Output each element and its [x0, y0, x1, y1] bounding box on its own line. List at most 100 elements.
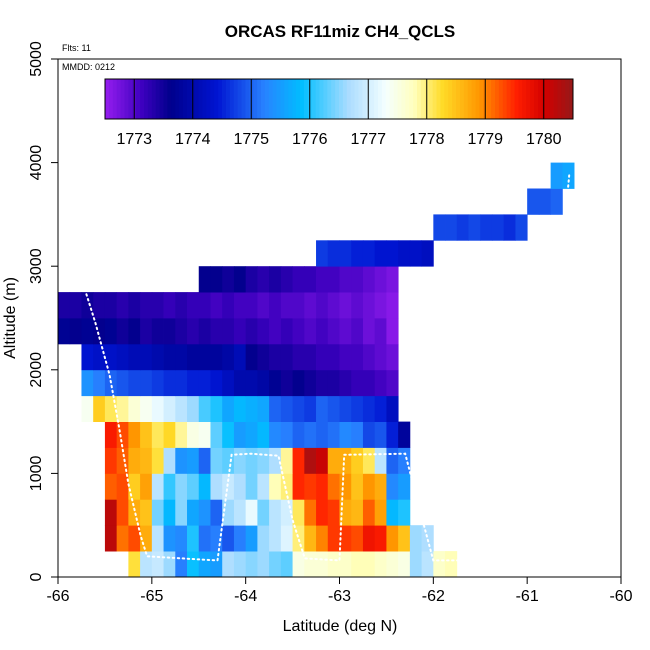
colorbar-segment: [140, 79, 145, 119]
colorbar-segment: [229, 79, 235, 119]
heatmap-cell: [163, 292, 176, 319]
colorbar-segment: [467, 79, 473, 119]
heatmap-cell: [292, 266, 305, 293]
heatmap-cell: [257, 292, 270, 319]
colorbar-tick-label: 1778: [409, 131, 445, 148]
colorbar-segment: [522, 79, 527, 119]
colorbar-segment: [495, 79, 500, 119]
heatmap-cell: [187, 421, 200, 448]
heatmap-cell: [175, 525, 188, 552]
heatmap-cell: [409, 240, 423, 267]
heatmap-cell: [58, 292, 71, 319]
colorbar-segment: [268, 79, 274, 119]
heatmap-cell: [245, 551, 258, 578]
date-label: MMDD: 0212: [62, 62, 115, 72]
colorbar-segment: [401, 79, 406, 119]
heatmap-cell: [280, 369, 293, 397]
heatmap-cell: [327, 240, 340, 267]
heatmap-cell: [362, 266, 376, 293]
heatmap-cell: [304, 499, 317, 526]
heatmap-cell: [421, 551, 434, 578]
heatmap-cell: [304, 447, 317, 474]
y-tick-label: 1000: [28, 456, 45, 492]
colorbar-segment: [128, 79, 133, 119]
heatmap-cell: [187, 551, 200, 578]
colorbar-segment: [183, 79, 188, 119]
x-tick-label: -64: [234, 588, 257, 605]
x-tick-label: -62: [422, 588, 445, 605]
heatmap-cell: [81, 343, 94, 371]
heatmap-cell: [198, 266, 211, 293]
colorbar-segment: [105, 79, 110, 119]
heatmap-cell: [374, 421, 387, 448]
heatmap-cell: [245, 395, 258, 422]
heatmap-cell: [316, 343, 329, 371]
colorbar-segment: [530, 79, 535, 119]
heatmap-cell: [316, 499, 329, 526]
heatmap-cell: [327, 292, 340, 319]
heatmap-cell: [104, 525, 118, 552]
heatmap-cell: [398, 499, 411, 526]
heatmap-cell: [386, 447, 399, 474]
heatmap-cell: [222, 318, 235, 345]
heatmap-cell: [386, 318, 399, 345]
y-axis-label: Altitude (m): [2, 277, 19, 359]
heatmap-cell: [339, 421, 352, 448]
colorbar-segment: [284, 79, 289, 119]
heatmap-cell: [316, 240, 329, 267]
heatmap-cell: [316, 473, 329, 500]
colorbar-tick-label: 1780: [526, 131, 562, 148]
colorbar-segment: [261, 79, 266, 119]
colorbar-segment: [280, 79, 285, 119]
chart-title: ORCAS RF11miz CH4_QCLS: [225, 22, 456, 41]
colorbar-segment: [225, 79, 231, 119]
heatmap-cell: [140, 421, 153, 448]
heatmap-cell: [222, 421, 235, 448]
heatmap-cell: [245, 447, 258, 474]
colorbar-segment: [389, 79, 395, 119]
heatmap-cell: [538, 188, 552, 215]
heatmap-cell: [81, 395, 94, 422]
heatmap-cell: [304, 421, 317, 448]
heatmap-cell: [233, 395, 247, 422]
heatmap-cell: [292, 525, 305, 552]
heatmap-cell: [327, 499, 340, 526]
heatmap-cell: [163, 525, 176, 552]
axes: -66 -65 -64 -63 -62 -61 -60 0 1000 2000 3000 4000 50…: [28, 41, 633, 605]
heatmap-cell: [233, 473, 247, 500]
colorbar-tick-label: 1779: [467, 131, 503, 148]
colorbar-segment: [155, 79, 161, 119]
heatmap-cell: [140, 473, 153, 500]
heatmap-cell: [339, 369, 352, 397]
heatmap-cell: [151, 292, 164, 319]
colorbar-frame: [104, 78, 574, 120]
heatmap-cell: [163, 318, 176, 345]
heatmap-cell: [163, 551, 176, 578]
colorbar-segment: [233, 79, 239, 119]
colorbar-segment: [350, 79, 356, 119]
colorbar-segment: [561, 79, 566, 119]
heatmap-cell: [116, 447, 129, 474]
heatmap-cell: [175, 447, 188, 474]
heatmap-cell: [327, 473, 340, 500]
heatmap-cell: [327, 369, 340, 397]
colorbar-segment: [549, 79, 554, 119]
heatmap-cell: [210, 343, 223, 371]
colorbar-segment: [151, 79, 157, 119]
y-tick-label: 5000: [28, 41, 45, 77]
colorbar-segment: [510, 79, 515, 119]
colorbar-segment: [112, 79, 118, 119]
y-tick-label: 3000: [28, 248, 45, 284]
colorbar: 1773 1774 1775 1776 1777 1778 1779 1780: [104, 78, 574, 148]
colorbar-segment: [569, 79, 574, 119]
heatmap-cell: [93, 343, 106, 371]
heatmap-cell: [398, 551, 411, 578]
heatmap-cell: [233, 292, 247, 319]
heatmap-cell: [362, 551, 376, 578]
heatmap-cell: [351, 266, 364, 293]
heatmap-cell: [351, 292, 364, 319]
heatmap-cell: [339, 292, 352, 319]
heatmap-cell: [257, 499, 270, 526]
heatmap-cell: [292, 292, 305, 319]
colorbar-tick-label: 1776: [292, 131, 328, 148]
